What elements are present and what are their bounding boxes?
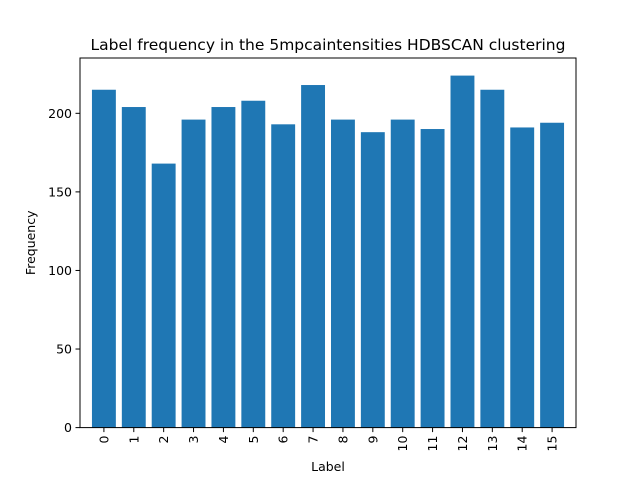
bar-8 <box>330 119 355 428</box>
bar-14 <box>510 127 535 428</box>
x-tick-label: 12 <box>455 436 470 452</box>
x-tick-label: 15 <box>545 436 560 452</box>
bars-layer <box>91 75 565 428</box>
x-tick-label: 10 <box>395 436 410 452</box>
y-axis-ticks: 0 50 100 150 200 <box>48 106 80 435</box>
plot-frame <box>79 57 577 429</box>
bar-6 <box>271 124 296 428</box>
bar-4 <box>211 107 236 428</box>
bar-2 <box>151 163 176 428</box>
bar-11 <box>420 129 445 428</box>
x-tick-label: 3 <box>186 436 201 444</box>
x-tick-label: 0 <box>96 436 111 444</box>
y-tick-label: 200 <box>48 106 72 121</box>
y-axis-label: Frequency <box>23 210 38 275</box>
bar-3 <box>181 119 206 428</box>
bar-10 <box>390 119 415 428</box>
x-tick-label: 4 <box>216 436 231 444</box>
y-tick-label: 0 <box>64 420 72 435</box>
y-tick-label: 150 <box>48 184 72 199</box>
x-tick-label: 11 <box>425 436 440 452</box>
bar-12 <box>450 75 475 428</box>
x-tick-label: 8 <box>335 436 350 444</box>
x-tick-label: 14 <box>515 436 530 452</box>
bar-15 <box>540 122 565 428</box>
x-tick-label: 5 <box>246 436 261 444</box>
bar-9 <box>360 132 385 428</box>
chart-title: Label frequency in the 5mpcaintensities … <box>91 36 566 54</box>
x-axis-label: Label <box>311 459 345 474</box>
x-tick-label: 2 <box>156 436 171 444</box>
x-axis-ticks: 0 1 2 3 4 5 6 7 8 9 10 11 12 13 14 15 <box>96 427 560 452</box>
y-tick-label: 100 <box>48 263 72 278</box>
bar-5 <box>241 100 266 428</box>
bar-0 <box>91 89 116 428</box>
y-tick-label: 50 <box>56 342 72 357</box>
x-tick-label: 13 <box>485 436 500 452</box>
bar-7 <box>301 85 326 428</box>
x-tick-label: 6 <box>276 436 291 444</box>
bar-1 <box>121 107 146 428</box>
x-tick-label: 7 <box>306 436 321 444</box>
x-tick-label: 1 <box>126 436 141 444</box>
bar-13 <box>480 89 505 428</box>
x-tick-label: 9 <box>365 436 380 444</box>
